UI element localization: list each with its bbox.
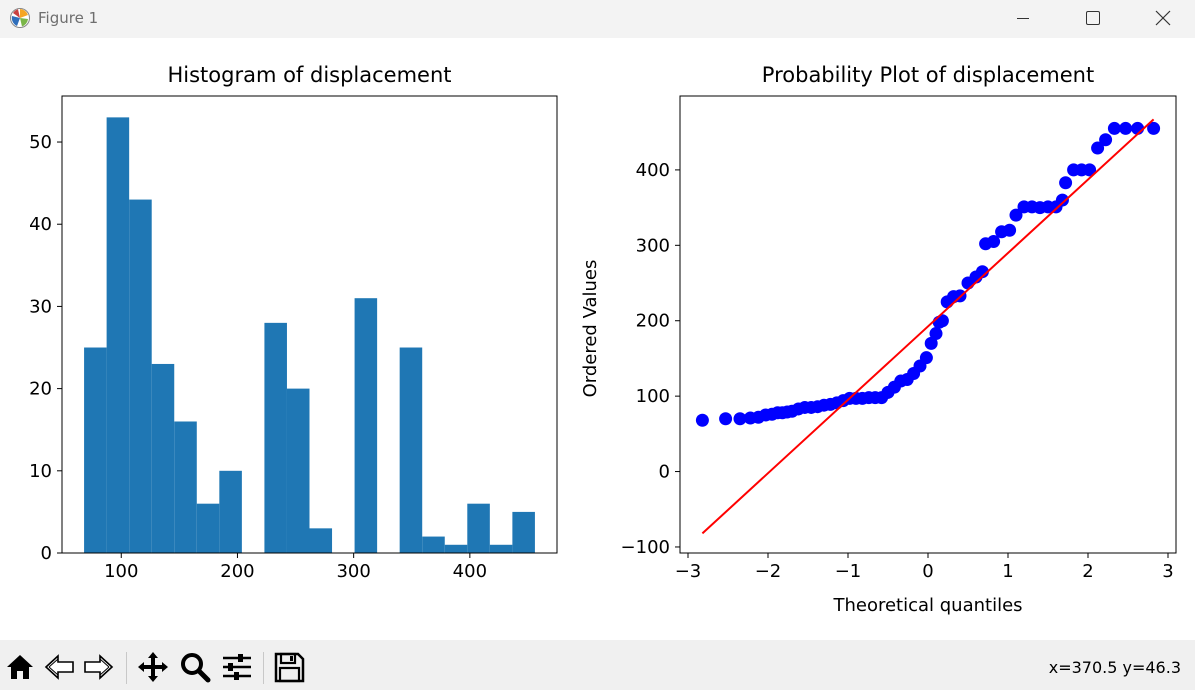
- data-point: [1059, 176, 1073, 190]
- histogram-bar: [467, 503, 490, 553]
- histogram-bar: [286, 388, 310, 553]
- window-titlebar: Figure 1: [0, 0, 1195, 38]
- save-icon: [274, 652, 305, 683]
- x-tick-label: 200: [220, 561, 254, 582]
- toolbar-separator: [126, 652, 127, 684]
- x-tick-label: 3: [1162, 561, 1173, 582]
- histogram-chart: 100 200 300 400 0 10 20 30 40 50 Histogram of disp…: [29, 63, 558, 582]
- cursor-coordinates: x=370.5 y=46.3: [1048, 658, 1181, 677]
- histogram-bar: [196, 503, 220, 553]
- data-point: [733, 412, 747, 426]
- close-icon: [1155, 10, 1171, 26]
- probability-plot-title: Probability Plot of displacement: [762, 63, 1094, 87]
- histogram-bar: [129, 199, 152, 553]
- histogram-bar: [151, 363, 175, 553]
- y-tick-label: 40: [29, 214, 52, 235]
- histogram-bar: [84, 347, 107, 553]
- x-tick-label: 400: [453, 561, 487, 582]
- configure-subplots-icon: [223, 654, 251, 680]
- x-tick-label: 0: [922, 561, 933, 582]
- data-point: [1107, 121, 1121, 135]
- histogram-bar: [354, 298, 378, 553]
- window-title: Figure 1: [38, 9, 99, 27]
- x-tick-label: 300: [336, 561, 370, 582]
- home-button[interactable]: [3, 650, 37, 684]
- data-point: [924, 336, 938, 350]
- toolbar-separator: [263, 652, 264, 684]
- y-tick-label: 10: [29, 461, 52, 482]
- zoom-icon: [181, 653, 211, 683]
- x-tick-label: −2: [755, 561, 782, 582]
- pan-icon: [138, 652, 168, 682]
- y-tick-label: 200: [636, 311, 670, 332]
- data-point: [1119, 121, 1133, 135]
- histogram-bar: [489, 544, 513, 553]
- data-point: [919, 351, 933, 365]
- x-tick-label: −3: [675, 561, 702, 582]
- fit-line: [701, 118, 1155, 535]
- histogram-bar: [309, 528, 333, 553]
- y-tick-label: 0: [41, 543, 52, 564]
- data-point: [975, 265, 989, 279]
- histogram-bar: [106, 117, 130, 553]
- navigation-toolbar: x=370.5 y=46.3: [0, 640, 1195, 690]
- figure-canvas[interactable]: 100 200 300 400 0 10 20 30 40 50 Histogram of disp…: [0, 38, 1195, 640]
- data-point: [1003, 223, 1017, 237]
- data-point: [695, 413, 709, 427]
- y-tick-label: 30: [29, 296, 52, 317]
- histogram-bar: [444, 544, 468, 553]
- y-tick-label: 100: [636, 386, 670, 407]
- configure-subplots-button[interactable]: [220, 650, 254, 684]
- zoom-button[interactable]: [178, 650, 212, 684]
- histogram-title: Histogram of displacement: [167, 63, 451, 87]
- data-point: [929, 327, 943, 341]
- close-button[interactable]: [1140, 0, 1186, 38]
- y-tick-label: 50: [29, 132, 52, 153]
- data-point: [1055, 193, 1069, 207]
- histogram-bar: [399, 347, 423, 553]
- x-axis-label: Theoretical quantiles: [832, 595, 1022, 616]
- x-tick-label: 100: [104, 561, 138, 582]
- y-tick-label: 20: [29, 379, 52, 400]
- back-arrow-icon: [44, 654, 74, 680]
- histogram-bar: [174, 421, 197, 553]
- save-button[interactable]: [272, 650, 306, 684]
- data-point: [1091, 141, 1105, 155]
- histogram-axes-frame: [61, 95, 558, 554]
- data-point: [719, 412, 733, 426]
- data-point: [1147, 121, 1161, 135]
- histogram-bar: [219, 470, 242, 553]
- y-tick-label: 400: [636, 160, 670, 181]
- data-point: [1099, 133, 1113, 147]
- y-tick-label: 300: [636, 235, 670, 256]
- x-tick-label: 1: [1002, 561, 1013, 582]
- histogram-bar: [264, 322, 287, 553]
- back-button[interactable]: [43, 650, 77, 684]
- histogram-bar: [512, 511, 535, 553]
- forward-arrow-icon: [84, 654, 114, 680]
- probability-plot-chart: −3 −2 −1 0 1 2 3 −100 0 100 200 300 400 Probability P…: [580, 63, 1177, 616]
- y-axis-label: Ordered Values: [580, 260, 601, 398]
- x-tick-label: −1: [835, 561, 862, 582]
- x-tick-label: 2: [1082, 561, 1093, 582]
- data-point: [987, 235, 1001, 249]
- minimize-icon: [1017, 18, 1029, 19]
- histogram-bar: [422, 536, 445, 553]
- data-point: [1083, 163, 1097, 177]
- y-tick-label: 0: [659, 462, 670, 483]
- home-icon: [7, 655, 33, 679]
- forward-button[interactable]: [81, 650, 115, 684]
- maximize-button[interactable]: [1070, 0, 1116, 38]
- maximize-icon: [1086, 11, 1100, 25]
- y-tick-label: −100: [621, 537, 670, 558]
- matplotlib-app-icon: [10, 8, 30, 28]
- minimize-button[interactable]: [1000, 0, 1046, 38]
- data-point: [1009, 208, 1023, 222]
- pan-button[interactable]: [136, 650, 170, 684]
